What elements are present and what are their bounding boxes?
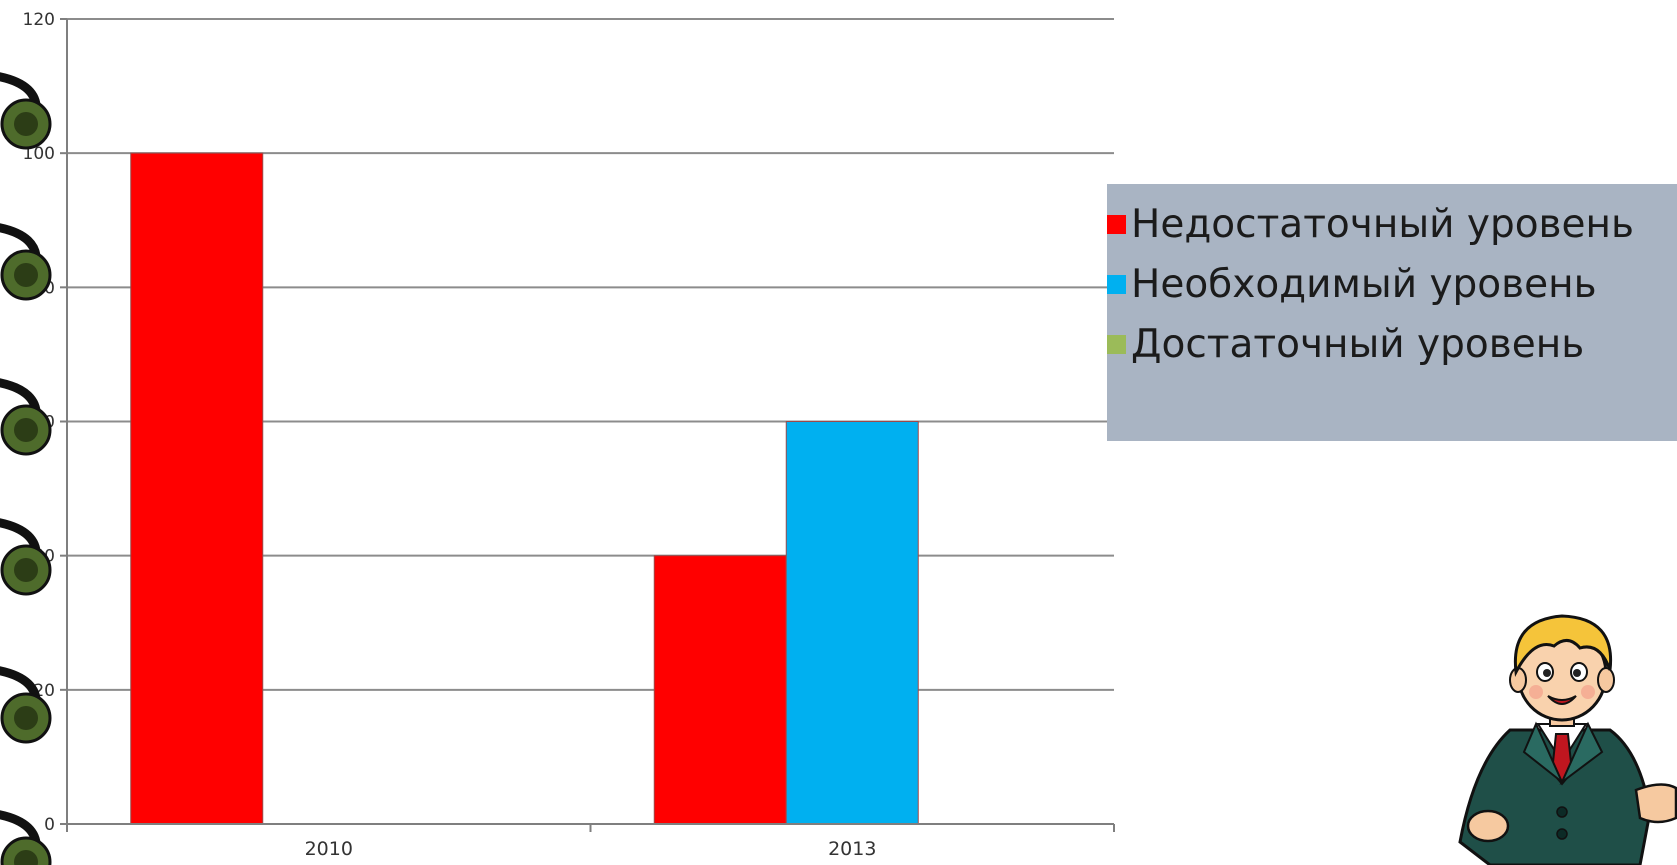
legend-label: Недостаточный уровень [1131, 201, 1635, 247]
ring-hole [14, 418, 38, 442]
ring-hole [14, 706, 38, 730]
x-tick-label: 2013 [828, 838, 876, 860]
bar-Недостаточный уровень-2013 [653, 555, 787, 825]
legend-label: Необходимый уровень [1131, 261, 1597, 307]
legend-swatch-required [1107, 274, 1126, 294]
y-tick-label: 0 [44, 815, 55, 835]
x-tick-label: 2010 [305, 838, 353, 860]
ring-hole [14, 850, 38, 865]
legend: Недостаточный уровень Необходимый уровен… [1107, 184, 1677, 441]
bars [130, 152, 919, 825]
bar-Необходимый уровень-2013 [785, 421, 919, 825]
legend-item-sufficient: Достаточный уровень [1107, 314, 1677, 374]
legend-swatch-insufficient [1107, 214, 1126, 234]
bar-Недостаточный уровень-2010 [130, 152, 264, 825]
legend-label: Достаточный уровень [1131, 321, 1585, 367]
ring-hole [14, 112, 38, 136]
x-tick-labels: 2010 2013 [305, 838, 877, 860]
legend-item-required: Необходимый уровень [1107, 254, 1677, 314]
legend-swatch-sufficient [1107, 334, 1126, 354]
boy-in-suit-icon [1458, 614, 1677, 865]
ring-hole [14, 263, 38, 287]
y-tick-label: 120 [23, 10, 55, 30]
ring-hole [14, 558, 38, 582]
y-tick-label: 100 [23, 144, 55, 164]
axes [60, 18, 1115, 832]
legend-item-insufficient: Недостаточный уровень [1107, 194, 1677, 254]
ring-binder-icon [0, 72, 52, 865]
